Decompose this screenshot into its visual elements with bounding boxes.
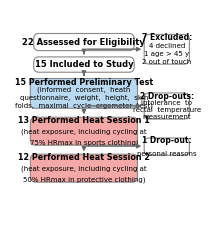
Text: intolerance  to: intolerance to (141, 100, 192, 106)
FancyBboxPatch shape (30, 154, 137, 182)
Text: 75% HRmax in sports clothing): 75% HRmax in sports clothing) (30, 140, 138, 146)
Text: 1 age > 45 y: 1 age > 45 y (144, 51, 189, 57)
Text: 12 Performed Heat Session 2: 12 Performed Heat Session 2 (18, 153, 150, 162)
Text: (heat exposure, including cycling at: (heat exposure, including cycling at (21, 165, 147, 172)
FancyBboxPatch shape (34, 57, 134, 72)
Text: questionnaire,  weight,  height,  skin: questionnaire, weight, height, skin (20, 95, 148, 101)
Text: 2 out of touch: 2 out of touch (142, 59, 191, 65)
Text: 2 Drop-outs:: 2 Drop-outs: (140, 91, 194, 101)
Text: 13 Performed Heat Session 1: 13 Performed Heat Session 1 (18, 116, 150, 125)
Text: 15 Included to Study: 15 Included to Study (35, 60, 133, 69)
Text: 1 Drop-out:: 1 Drop-out: (142, 135, 192, 145)
FancyBboxPatch shape (144, 34, 189, 64)
FancyBboxPatch shape (144, 138, 189, 155)
Text: 7 Excluded:: 7 Excluded: (142, 33, 192, 42)
Text: measurement: measurement (143, 114, 191, 120)
Text: rectal  temperature: rectal temperature (133, 107, 201, 113)
Text: 4 declined: 4 declined (149, 43, 185, 49)
FancyBboxPatch shape (144, 93, 189, 119)
Text: 50% HRmax in protective clothing): 50% HRmax in protective clothing) (23, 177, 145, 183)
FancyBboxPatch shape (30, 117, 137, 145)
FancyBboxPatch shape (34, 33, 134, 51)
Text: 22 Assessed for Eligibility: 22 Assessed for Eligibility (22, 37, 145, 47)
Text: (informed  consent,  heath: (informed consent, heath (37, 87, 131, 93)
Text: 15 Performed Preliminary Test: 15 Performed Preliminary Test (15, 78, 153, 87)
Text: folds,  maximal  cycle  ergometer  test): folds, maximal cycle ergometer test) (15, 103, 153, 109)
FancyBboxPatch shape (30, 79, 137, 108)
Text: personal reasons: personal reasons (137, 151, 197, 157)
Text: (heat exposure, including cycling at: (heat exposure, including cycling at (21, 128, 147, 135)
